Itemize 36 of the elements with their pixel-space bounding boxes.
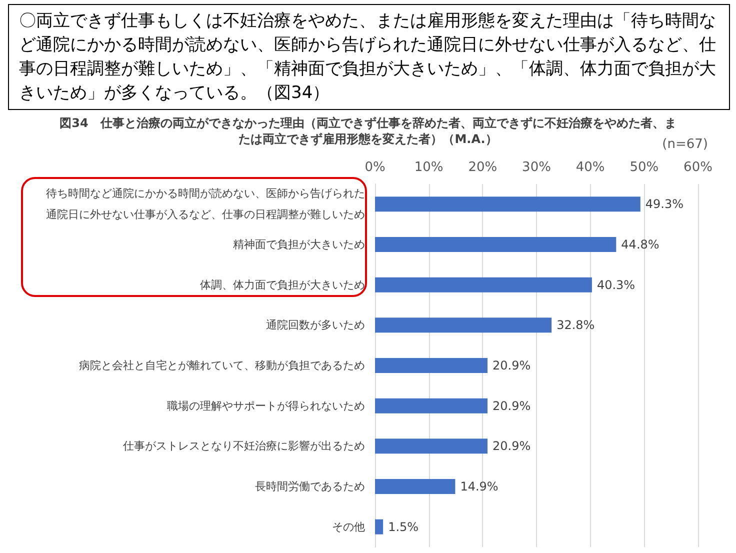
data-label: 44.8% [621, 238, 660, 252]
data-label: 20.9% [492, 398, 531, 413]
bar [375, 196, 640, 212]
bar [375, 277, 592, 292]
x-tick-label: 50% [630, 160, 659, 175]
data-label: 1.5% [388, 520, 419, 534]
x-tick-label: 0% [364, 160, 386, 175]
y-tick-label: 通院回数が多いため [266, 318, 365, 332]
bar [375, 438, 488, 454]
x-tick-label: 40% [576, 160, 605, 175]
text: 〇両立できず仕事もしくは不妊治療をやめた、または雇用形態を変えた理由は「待ち時間など通院にかかる時間が読めない、医師から告げられた通院日に外せない仕事が入るなど、仕事の日程調整が難しいため」、「精神面で負担が大きいため」、「体調、体力面で負担が大きいため」が多くなっている。（図34） [8, 4, 730, 110]
bar [375, 519, 384, 534]
x-tick-label: 10% [414, 160, 444, 175]
data-label: 20.9% [492, 439, 531, 454]
bar [375, 237, 616, 252]
x-tick-label: 30% [522, 160, 551, 175]
data-label: 14.9% [460, 480, 498, 494]
x-tick-label: 60% [684, 160, 712, 175]
y-tick-label: その他 [332, 520, 365, 534]
x-tick-label: 20% [468, 160, 498, 175]
y-tick-label: 待ち時間など通院にかかる時間が読めない、医師から告げられた通院日に外せない仕事が入るなど、仕事の日程調整が難しいため [46, 187, 365, 222]
data-label: 20.9% [492, 358, 531, 372]
bar [375, 318, 552, 333]
y-tick-label: 精神面で負担が大きいため [233, 238, 365, 251]
text: (n=67) [662, 137, 708, 152]
y-tick-label: 長時間労働であるため [255, 480, 365, 493]
data-label: 40.3% [596, 278, 636, 292]
data-label: 49.3% [645, 197, 684, 212]
bar [375, 398, 488, 414]
y-tick-label: 病院と会社と自宅とが離れていて、移動が負担であるため [79, 359, 365, 372]
y-tick-label: 仕事がストレスとなり不妊治療に影響が出るため [123, 440, 365, 453]
bar [375, 479, 456, 494]
bar [375, 358, 488, 373]
y-tick-label: 職場の理解やサポートが得られないため [167, 399, 365, 412]
data-label: 32.8% [556, 318, 595, 332]
y-tick-label: 体調、体力面で負担が大きいため [200, 278, 365, 292]
